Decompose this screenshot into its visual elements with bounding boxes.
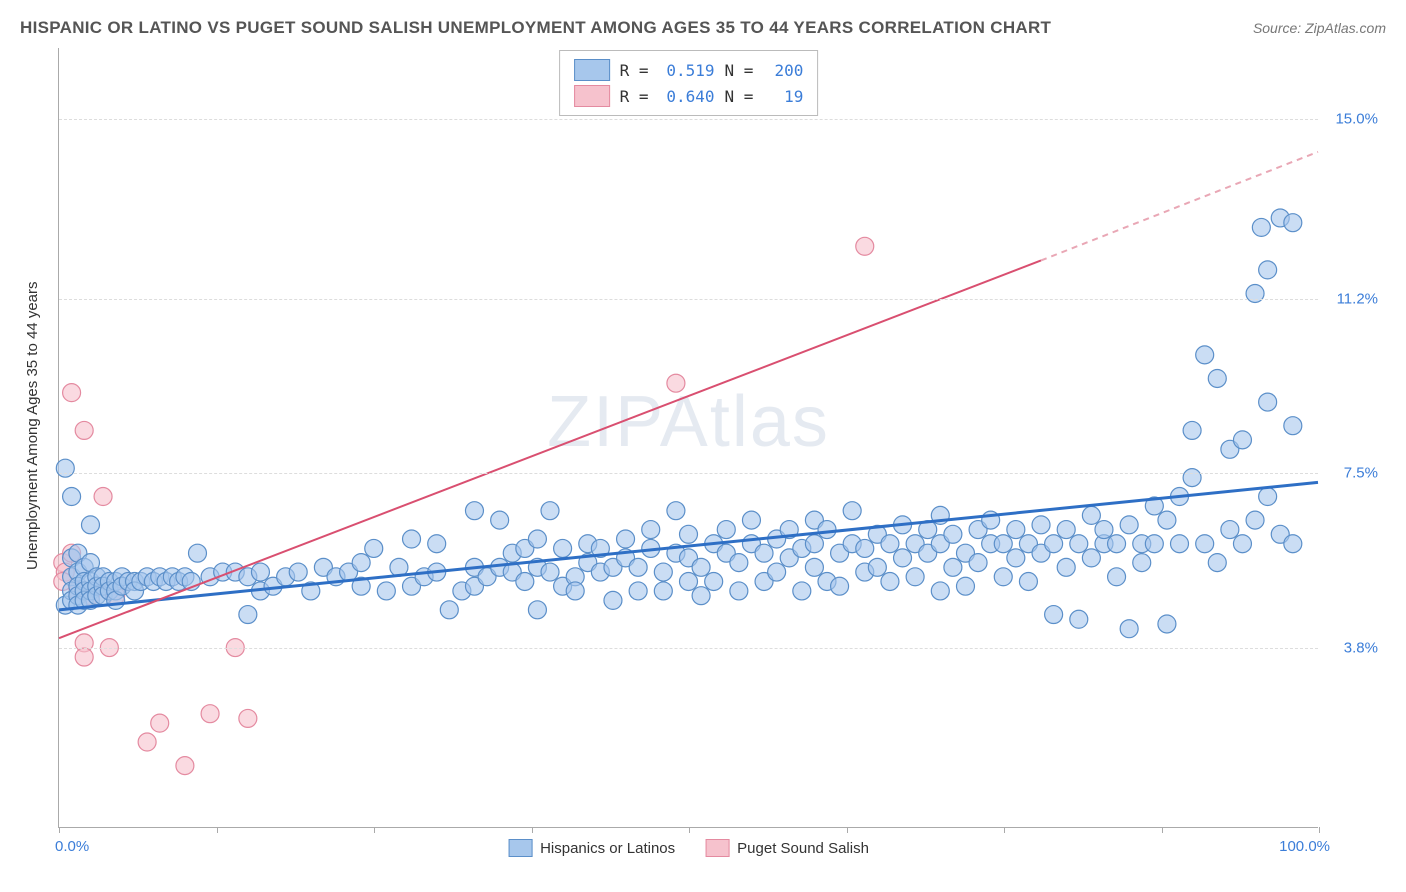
x-tick-max: 100.0% bbox=[1279, 838, 1330, 855]
chart-source: Source: ZipAtlas.com bbox=[1253, 20, 1386, 36]
y-tick-label: 11.2% bbox=[1323, 290, 1378, 307]
legend-row-blue: R = 0.519 N = 200 bbox=[574, 57, 804, 83]
legend-n-value-pink: 19 bbox=[763, 87, 803, 106]
plot-area: ZIPAtlas R = 0.519 N = 200 R = 0.640 N =… bbox=[58, 48, 1318, 828]
legend-bottom-pink: Puget Sound Salish bbox=[705, 839, 869, 857]
legend-swatch-blue bbox=[574, 59, 610, 81]
legend-swatch-blue-icon bbox=[508, 839, 532, 857]
legend-row-pink: R = 0.640 N = 19 bbox=[574, 83, 804, 109]
legend-swatch-pink bbox=[574, 85, 610, 107]
chart-svg bbox=[59, 48, 1318, 827]
y-tick-label: 15.0% bbox=[1323, 110, 1378, 127]
y-axis-label: Unemployment Among Ages 35 to 44 years bbox=[24, 281, 41, 570]
x-tick-min: 0.0% bbox=[55, 838, 89, 855]
legend-r-label: R = bbox=[620, 87, 649, 106]
legend-swatch-pink-icon bbox=[705, 839, 729, 857]
y-tick-label: 7.5% bbox=[1323, 465, 1378, 482]
legend-label-blue: Hispanics or Latinos bbox=[540, 840, 675, 857]
legend-r-value-blue: 0.519 bbox=[659, 61, 715, 80]
legend-label-pink: Puget Sound Salish bbox=[737, 840, 869, 857]
legend-r-value-pink: 0.640 bbox=[659, 87, 715, 106]
legend-bottom-blue: Hispanics or Latinos bbox=[508, 839, 675, 857]
chart-title: HISPANIC OR LATINO VS PUGET SOUND SALISH… bbox=[20, 18, 1051, 38]
legend-n-label: N = bbox=[725, 87, 754, 106]
y-tick-label: 3.8% bbox=[1323, 640, 1378, 657]
legend-n-value-blue: 200 bbox=[763, 61, 803, 80]
chart-header: HISPANIC OR LATINO VS PUGET SOUND SALISH… bbox=[20, 18, 1386, 38]
legend-n-label: N = bbox=[725, 61, 754, 80]
legend-bottom: Hispanics or Latinos Puget Sound Salish bbox=[508, 839, 869, 857]
legend-top: R = 0.519 N = 200 R = 0.640 N = 19 bbox=[559, 50, 819, 116]
legend-r-label: R = bbox=[620, 61, 649, 80]
